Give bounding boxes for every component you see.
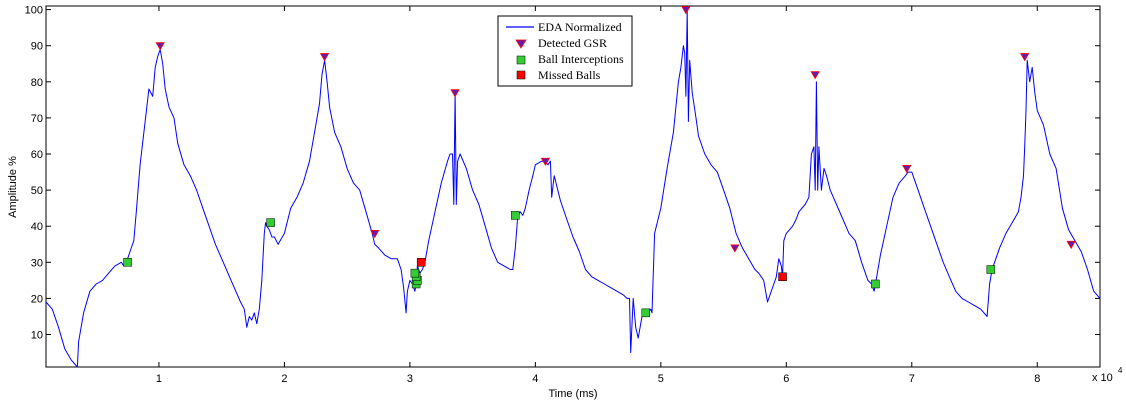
gsr-marker xyxy=(902,165,912,174)
y-tick-label: 40 xyxy=(31,221,43,233)
ball-interception-marker xyxy=(266,218,275,227)
gsr-marker xyxy=(319,53,330,62)
gsr-marker xyxy=(1066,240,1076,250)
legend-triangle-swatch xyxy=(515,39,527,49)
gsr-marker xyxy=(810,71,820,80)
eda-series xyxy=(45,9,1101,368)
y-tick-label: 10 xyxy=(31,330,43,342)
x-tick-label: 6 xyxy=(783,373,789,385)
legend-eda: EDA Normalized xyxy=(538,20,622,34)
axis-ticks: 1 2 3 4 5 6 7 8 10 20 30 40 50 60 70 80 90 100 xyxy=(25,5,1100,385)
gsr-marker xyxy=(155,42,165,51)
gsr-marker xyxy=(730,244,740,253)
y-tick-label: 90 xyxy=(31,41,43,53)
eda-line xyxy=(45,9,1101,368)
ball-interception-marker xyxy=(410,268,420,278)
markers-layer xyxy=(123,6,1076,318)
missed-ball-marker xyxy=(778,272,787,281)
x-tick-label: 2 xyxy=(281,373,287,385)
x-multiplier-label: x 10 xyxy=(1092,372,1113,384)
ball-interception-marker xyxy=(986,265,996,274)
gsr-marker xyxy=(681,6,691,15)
gsr-marker xyxy=(370,230,380,239)
y-tick-label: 100 xyxy=(25,5,43,17)
x-tick-label: 3 xyxy=(407,373,413,385)
legend-ball: Ball Interceptions xyxy=(538,52,624,66)
y-tick-label: 80 xyxy=(31,77,43,89)
x-tick-label: 4 xyxy=(532,373,538,385)
x-exponent-label: 4 xyxy=(1118,366,1123,375)
legend-red-square-swatch xyxy=(516,70,526,80)
x-tick-label: 1 xyxy=(156,373,162,385)
ball-interception-marker xyxy=(641,308,651,318)
y-tick-label: 30 xyxy=(31,257,43,269)
gsr-marker xyxy=(540,157,551,167)
y-tick-label: 20 xyxy=(31,293,43,305)
x-tick-label: 5 xyxy=(658,373,664,385)
legend-green-square-swatch xyxy=(516,55,526,65)
missed-ball-marker xyxy=(416,258,426,267)
x-axis-label: Time (ms) xyxy=(548,388,597,400)
y-tick-label: 60 xyxy=(31,149,43,161)
x-tick-label: 8 xyxy=(1034,373,1040,385)
legend-gsr: Detected GSR xyxy=(538,36,607,50)
x-tick-label: 7 xyxy=(909,373,915,385)
gsr-marker xyxy=(450,89,460,98)
legend-missed: Missed Balls xyxy=(538,68,601,82)
legend: EDA Normalized Detected GSR Ball Interce… xyxy=(497,15,633,87)
y-axis-label: Amplitude % xyxy=(7,156,19,218)
gsr-marker xyxy=(1020,53,1030,62)
ball-interception-marker xyxy=(511,211,520,220)
y-tick-label: 50 xyxy=(31,185,43,197)
y-tick-label: 70 xyxy=(31,113,43,125)
ball-interception-marker xyxy=(871,279,880,289)
ball-interception-marker xyxy=(123,258,132,267)
